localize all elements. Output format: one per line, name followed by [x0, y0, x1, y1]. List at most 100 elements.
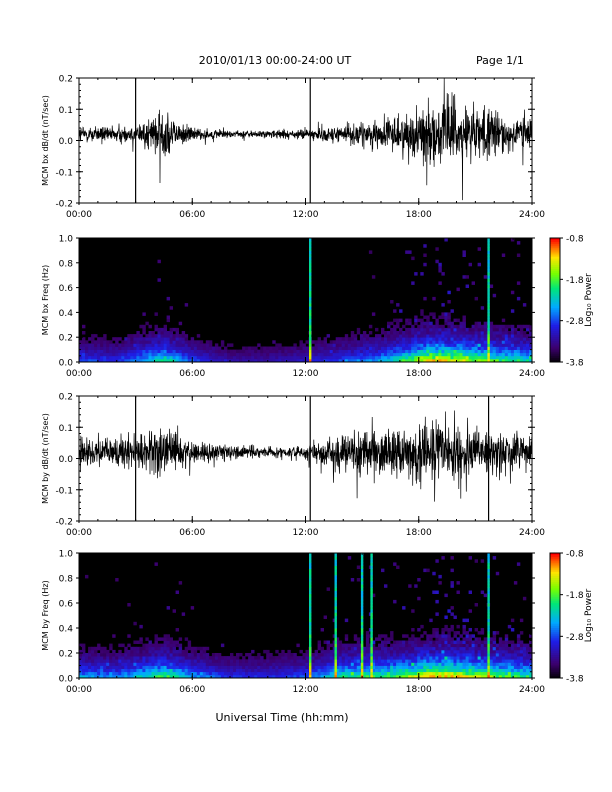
colorbar-segment	[550, 345, 560, 349]
heatmap-cell	[399, 665, 403, 669]
heatmap-cell	[79, 358, 83, 363]
heatmap-cell	[106, 656, 110, 660]
heatmap-cell	[187, 640, 192, 644]
heatmap-cell	[387, 656, 391, 660]
heatmap-cell	[184, 656, 189, 660]
heatmap-cell	[522, 303, 527, 307]
heatmap-cell	[456, 346, 460, 350]
colorbar-frame	[549, 552, 561, 679]
heatmap-cell	[399, 346, 403, 350]
heatmap-cell	[402, 606, 406, 610]
heatmap-cell	[115, 346, 119, 350]
heatmap-cell	[471, 665, 475, 669]
heatmap-cell	[112, 653, 116, 657]
heatmap-cell	[492, 324, 497, 329]
heatmap-cell	[399, 343, 403, 347]
heatmap-cell	[341, 656, 346, 660]
heatmap-cell	[157, 653, 161, 657]
heatmap-cell	[127, 656, 131, 660]
heatmap-cell	[368, 343, 373, 347]
heatmap-cell	[526, 649, 530, 654]
heatmap-cell	[384, 653, 388, 657]
heatmap-cell	[142, 358, 146, 363]
heatmap-cell	[91, 340, 95, 344]
heatmap-cell	[199, 653, 204, 657]
heatmap-cell	[299, 340, 303, 344]
heatmap-line-3	[370, 624, 373, 629]
heatmap-cell	[504, 331, 509, 335]
heatmap-cell	[501, 331, 506, 335]
heatmap-cell	[254, 659, 258, 663]
heatmap-cell	[393, 324, 397, 329]
heatmap-cell	[311, 662, 315, 666]
heatmap-cell	[423, 649, 427, 654]
colorbar-segment	[550, 607, 560, 610]
heatmap-cell	[384, 637, 388, 641]
heatmap-cell	[450, 646, 454, 651]
colorbar-segment	[550, 565, 560, 569]
heatmap-cell	[526, 643, 530, 648]
heatmap-cell	[205, 340, 210, 344]
heatmap-line-1	[334, 640, 337, 644]
heatmap-cell	[420, 671, 424, 676]
heatmap-cell	[160, 662, 164, 666]
heatmap-cell	[453, 640, 457, 644]
heatmap-line-2	[360, 615, 364, 619]
colorbar-title: Log₁₀ Power	[584, 273, 594, 327]
heatmap-cell	[211, 662, 216, 666]
heatmap-cell	[480, 628, 485, 632]
heatmap-cell	[199, 665, 204, 669]
heatmap-line-0	[309, 352, 312, 357]
heatmap-cell	[495, 674, 500, 679]
heatmap-cell	[459, 324, 463, 329]
heatmap-cell	[519, 324, 524, 329]
heatmap-cell	[495, 649, 500, 654]
heatmap-cell	[414, 358, 418, 363]
heatmap-cell	[157, 668, 161, 673]
heatmap-cell	[405, 665, 409, 669]
heatmap-cell	[393, 352, 397, 357]
heatmap-cell	[160, 637, 164, 641]
heatmap-cell	[411, 634, 415, 638]
heatmap-cell	[166, 656, 170, 660]
heatmap-cell	[438, 315, 442, 319]
heatmap-cell	[447, 321, 451, 326]
heatmap-cell	[133, 334, 137, 338]
heatmap-cell	[181, 340, 186, 344]
heatmap-cell	[91, 659, 95, 663]
heatmap-cell	[483, 337, 488, 341]
heatmap-cell	[242, 659, 246, 663]
heatmap-cell	[526, 662, 530, 666]
heatmap-cell	[423, 656, 427, 660]
heatmap-cell	[465, 674, 469, 679]
heatmap-cell	[411, 331, 415, 335]
colorbar-tick-label: -3.8	[566, 675, 584, 685]
heatmap-cell	[121, 358, 125, 363]
heatmap-cell	[387, 668, 391, 673]
heatmap-cell	[387, 324, 391, 329]
heatmap-cell	[429, 674, 433, 679]
heatmap-cell	[124, 662, 128, 666]
heatmap-cell	[526, 337, 530, 341]
heatmap-cell	[181, 668, 186, 673]
heatmap-cell	[441, 272, 445, 276]
heatmap-cell	[468, 346, 472, 350]
heatmap-line-2	[360, 609, 364, 613]
heatmap-cell	[272, 355, 276, 360]
heatmap-cell	[417, 653, 421, 657]
heatmap-cell	[483, 349, 488, 354]
heatmap-cell	[227, 656, 231, 660]
heatmap-cell	[190, 662, 195, 666]
heatmap-cell	[245, 349, 249, 354]
heatmap-cell	[438, 665, 442, 669]
heatmap-line-4	[487, 618, 490, 623]
heatmap-cell	[263, 358, 267, 363]
heatmap-cell	[145, 334, 149, 338]
heatmap-cell	[233, 656, 237, 660]
heatmap-cell	[130, 355, 134, 360]
heatmap-cell	[248, 653, 252, 657]
heatmap-cell	[507, 665, 512, 669]
heatmap-line-4	[487, 562, 490, 566]
heatmap-cell	[462, 640, 466, 644]
heatmap-cell	[112, 634, 116, 638]
